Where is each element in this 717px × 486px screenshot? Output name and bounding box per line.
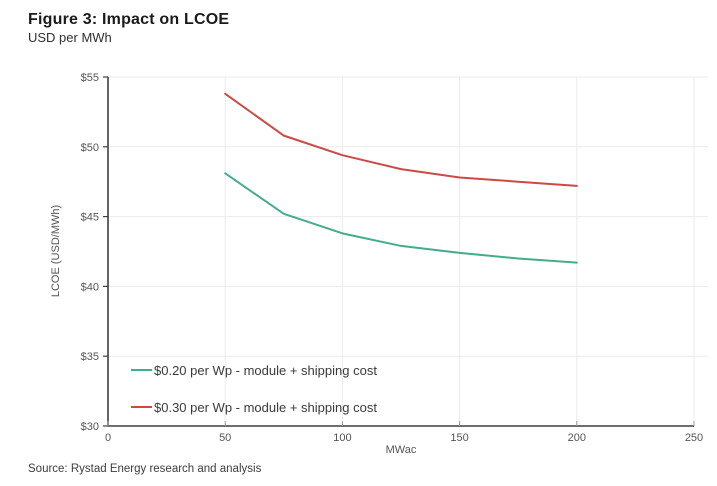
- figure-title: Figure 3: Impact on LCOE: [28, 11, 230, 28]
- x-tick-label: 250: [685, 432, 703, 444]
- series-1-line-swatch: [131, 406, 152, 408]
- y-axis-title: LCOE (USD/MWh): [50, 204, 62, 298]
- y-tick-label: $35: [81, 351, 99, 363]
- x-tick-label: 50: [219, 432, 231, 444]
- y-tick-label: $55: [81, 72, 99, 84]
- series-line-1: [224, 92, 578, 187]
- x-axis-title: MWac: [385, 444, 417, 456]
- chart-legend: $0.20 per Wp - module + shipping cost $0…: [131, 362, 377, 415]
- y-tick-label: $50: [81, 142, 99, 154]
- y-tick-label: $40: [81, 281, 99, 293]
- legend-item-020wp: $0.20 per Wp - module + shipping cost: [131, 362, 377, 378]
- x-tick-label: 150: [450, 432, 468, 444]
- legend-label-020wp: $0.20 per Wp - module + shipping cost: [154, 362, 377, 378]
- y-tick-label: $45: [81, 212, 99, 224]
- x-tick-label: 100: [333, 432, 351, 444]
- figure-subtitle: USD per MWh: [28, 30, 112, 45]
- y-tick-label: $30: [81, 421, 99, 433]
- source-note: Source: Rystad Energy research and analy…: [28, 463, 262, 475]
- series-line-0: [224, 172, 578, 264]
- legend-item-030wp: $0.30 per Wp - module + shipping cost: [131, 399, 377, 415]
- x-tick-label: 200: [568, 432, 586, 444]
- x-tick-label: 0: [105, 432, 111, 444]
- series-0-line-swatch: [131, 369, 152, 371]
- legend-label-030wp: $0.30 per Wp - module + shipping cost: [154, 399, 377, 415]
